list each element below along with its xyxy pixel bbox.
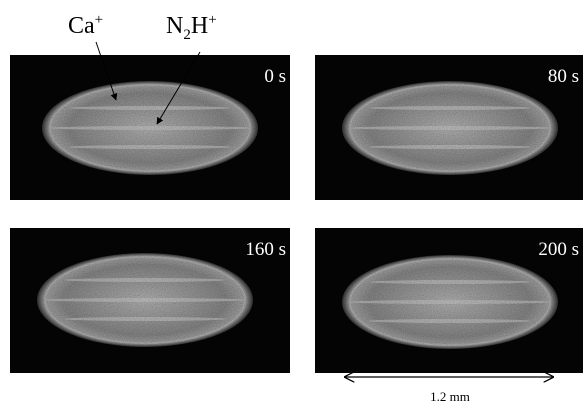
noise bbox=[315, 55, 583, 200]
panel: 0 s bbox=[10, 55, 290, 200]
panel: 160 s bbox=[10, 228, 290, 373]
panel: 200 s bbox=[315, 228, 583, 373]
ion-charge: + bbox=[95, 12, 103, 28]
ion-subscript: 2 bbox=[183, 27, 191, 43]
panels: 0 s 80 s 160 s 200 s bbox=[10, 55, 583, 373]
time-label: 200 s bbox=[538, 239, 579, 260]
ion-arrow bbox=[156, 51, 201, 125]
ion-charge: + bbox=[208, 12, 216, 28]
panel: 80 s bbox=[315, 55, 583, 200]
time-label: 0 s bbox=[264, 66, 286, 87]
ion-label: N2H+ bbox=[166, 12, 217, 43]
noise bbox=[10, 228, 290, 373]
noise bbox=[315, 228, 583, 373]
time-label: 80 s bbox=[548, 66, 579, 87]
ion-text: N bbox=[166, 13, 183, 39]
scale-label: 1.2 mm bbox=[430, 389, 470, 404]
noise bbox=[10, 55, 290, 200]
ion-text: H bbox=[191, 13, 208, 39]
ion-label: Ca+ bbox=[68, 12, 103, 39]
ion-text: Ca bbox=[68, 13, 95, 39]
time-label: 160 s bbox=[245, 239, 286, 260]
ion-arrow bbox=[95, 41, 118, 101]
